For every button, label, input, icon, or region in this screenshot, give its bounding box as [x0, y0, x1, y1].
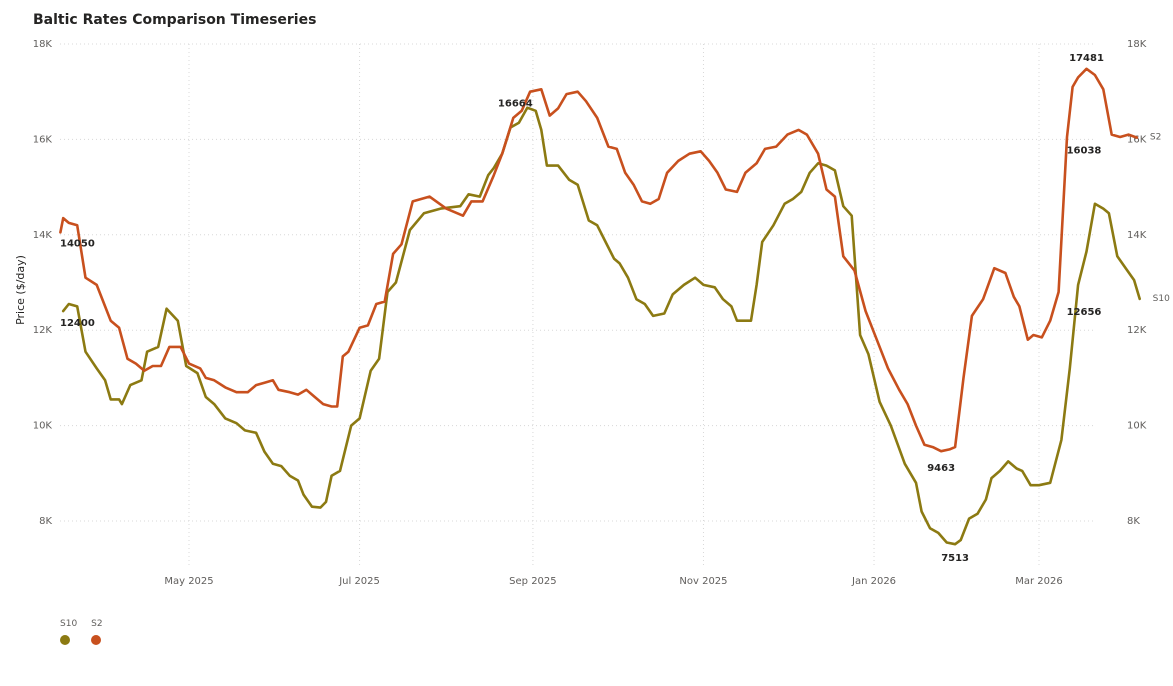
y-tick-label-right: 16K [1127, 134, 1147, 145]
legend: S10 S2 [60, 619, 103, 645]
y-axis-left: 8K 10K 12K 14K 16K 18K [33, 39, 53, 527]
x-tick-label: Sep 2025 [509, 576, 556, 587]
y-tick-label-right: 14K [1127, 230, 1147, 241]
data-label: 9463 [927, 463, 955, 474]
legend-label-s10: S10 [60, 619, 78, 629]
data-label: 12400 [60, 318, 95, 329]
y-tick-label-right: 18K [1127, 39, 1147, 50]
y-tick-label-left: 14K [33, 230, 53, 241]
y-tick-label-right: 10K [1127, 421, 1147, 432]
series-lines [59, 67, 1141, 546]
grid [60, 43, 1096, 568]
x-tick-label: Mar 2026 [1015, 576, 1063, 587]
data-label: 16664 [498, 99, 533, 110]
x-tick-label: Nov 2025 [679, 576, 727, 587]
series-end-label-s2: S2 [1150, 133, 1161, 143]
legend-item-s2[interactable]: S2 [91, 619, 103, 645]
legend-label-s2: S2 [91, 619, 103, 629]
y-tick-label-left: 10K [33, 421, 53, 432]
y-axis-right: 8K 10K 12K 14K 16K 18K [1127, 39, 1147, 527]
y-tick-label-left: 8K [39, 516, 52, 527]
x-axis: May 2025 Jul 2025 Sep 2025 Nov 2025 Jan 2026… [164, 576, 1062, 587]
y-tick-label-left: 18K [33, 39, 53, 50]
legend-dot-s10 [60, 635, 70, 645]
chart-title: Baltic Rates Comparison Timeseries [33, 12, 317, 28]
data-label: 14050 [60, 238, 95, 249]
data-labels: S10 S2 12400 16664 7513 12656 14050 9463 17481 16… [60, 53, 1170, 564]
legend-item-s10[interactable]: S10 [60, 619, 77, 645]
y-tick-label-right: 12K [1127, 325, 1147, 336]
series-end-label-s10: S10 [1153, 294, 1170, 304]
y-axis-title: Price ($/day) [14, 255, 27, 325]
legend-dot-s2 [91, 635, 102, 645]
data-label: 17481 [1069, 53, 1104, 64]
y-tick-label-left: 16K [33, 134, 53, 145]
x-tick-label: May 2025 [164, 576, 213, 587]
x-tick-label: Jan 2026 [851, 576, 896, 587]
data-label: 16038 [1067, 146, 1102, 157]
data-label: 7513 [941, 553, 969, 564]
data-label: 12656 [1067, 307, 1102, 318]
x-tick-label: Jul 2025 [338, 576, 380, 587]
series-line-s10 [61, 106, 1141, 546]
y-tick-label-right: 8K [1127, 516, 1140, 527]
y-tick-label-left: 12K [33, 325, 53, 336]
series-line-s2 [59, 67, 1139, 453]
